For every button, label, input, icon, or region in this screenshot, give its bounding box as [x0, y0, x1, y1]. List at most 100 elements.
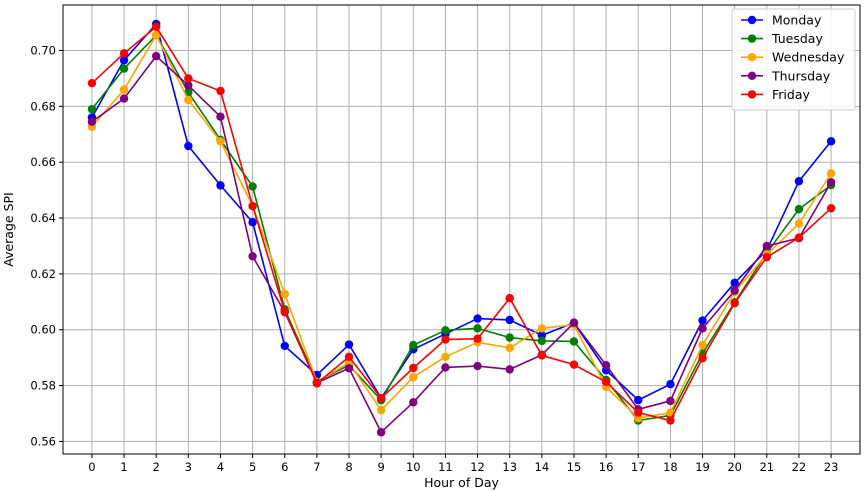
data-point	[280, 289, 289, 299]
data-point	[826, 169, 836, 178]
legend-marker	[747, 90, 757, 99]
data-point	[119, 49, 129, 58]
legend-entry: Wednesday	[741, 50, 845, 65]
data-point	[87, 78, 97, 88]
x-tick-label: 19	[695, 460, 710, 474]
legend-marker	[747, 15, 757, 25]
data-point	[634, 395, 643, 405]
data-point	[376, 428, 386, 437]
data-point	[569, 360, 579, 369]
data-point	[184, 95, 193, 105]
data-point	[730, 286, 739, 295]
data-point	[216, 137, 225, 146]
data-point	[505, 333, 514, 342]
data-point	[376, 393, 386, 403]
data-point	[666, 379, 675, 389]
data-point	[248, 182, 257, 191]
series-line	[91, 25, 832, 422]
y-tick-label: 0.70	[30, 44, 56, 58]
x-tick-label: 1	[120, 460, 127, 474]
legend-label: Tuesday	[771, 31, 823, 46]
x-tick-label: 11	[438, 460, 453, 474]
data-point	[87, 117, 97, 126]
x-tick-label: 9	[377, 460, 384, 474]
x-tick-label: 7	[313, 460, 320, 474]
series-line	[91, 34, 832, 422]
series-line	[91, 55, 832, 434]
series-line	[91, 23, 832, 401]
x-tick-label: 12	[470, 460, 485, 474]
x-tick-label: 0	[88, 460, 95, 474]
data-point	[184, 74, 193, 83]
data-point	[666, 396, 675, 406]
y-tick-label: 0.68	[30, 99, 56, 113]
data-point	[280, 341, 289, 351]
data-point	[409, 398, 418, 407]
data-point	[184, 141, 193, 151]
data-point	[119, 56, 129, 65]
data-point	[441, 363, 450, 372]
data-point	[344, 364, 354, 373]
x-axis: 0 1 2 3 4 5 6 7 8 9 10 11 12 13 14 15 16 17 18 19 20 21 22 23	[88, 454, 838, 474]
data-point	[666, 416, 675, 425]
legend-label: Thursday	[771, 68, 831, 83]
x-axis-label: Hour of Day	[424, 475, 499, 490]
data-point	[762, 252, 772, 262]
x-tick-label: 23	[824, 460, 839, 474]
data-point	[441, 326, 450, 335]
data-point	[280, 307, 289, 316]
data-point	[537, 351, 547, 360]
x-tick-label: 2	[153, 460, 160, 474]
data-point	[409, 340, 418, 350]
data-point	[730, 299, 739, 308]
legend-label: Friday	[772, 87, 810, 102]
x-tick-label: 3	[185, 460, 192, 474]
data-point	[505, 365, 514, 374]
legend: Monday Tuesday Wednesday Thursday Friday	[731, 8, 856, 111]
data-point	[409, 363, 418, 373]
y-tick-label: 0.56	[30, 434, 56, 448]
data-point	[344, 352, 354, 362]
data-point	[794, 176, 804, 186]
data-point	[730, 278, 739, 288]
data-point	[601, 377, 611, 387]
data-point	[698, 354, 707, 363]
y-axis: 0.56 0.58 0.60 0.62 0.64 0.66 0.68 0.70	[30, 44, 63, 448]
legend-label: Wednesday	[772, 50, 845, 65]
data-point	[762, 241, 772, 251]
legend-entry: Thursday	[741, 68, 831, 83]
y-tick-label: 0.60	[30, 323, 56, 337]
data-point	[216, 86, 225, 96]
data-point	[473, 324, 482, 333]
series-friday	[87, 22, 836, 425]
data-point	[698, 324, 707, 333]
x-tick-label: 17	[631, 460, 646, 474]
y-tick-label: 0.64	[30, 211, 56, 225]
x-tick-label: 21	[759, 460, 774, 474]
x-tick-label: 6	[281, 460, 288, 474]
data-point	[248, 201, 257, 211]
data-point	[119, 64, 129, 73]
data-point	[248, 252, 257, 261]
data-point	[216, 112, 225, 121]
legend-marker	[747, 34, 757, 43]
plot-frame	[62, 4, 861, 455]
data-point	[441, 352, 450, 362]
series-monday	[87, 19, 836, 405]
data-point	[216, 181, 225, 190]
data-point	[151, 51, 161, 61]
legend-marker	[747, 71, 757, 81]
series-line	[91, 34, 832, 420]
data-point	[505, 293, 514, 303]
data-point	[312, 379, 322, 388]
legend-entry: Monday	[741, 13, 822, 28]
data-point	[151, 22, 161, 31]
y-axis-label: Average SPI	[1, 192, 16, 266]
data-point	[119, 94, 129, 103]
x-tick-label: 15	[567, 460, 582, 474]
data-point	[634, 408, 643, 417]
data-point	[537, 324, 547, 333]
y-tick-label: 0.62	[30, 267, 56, 281]
